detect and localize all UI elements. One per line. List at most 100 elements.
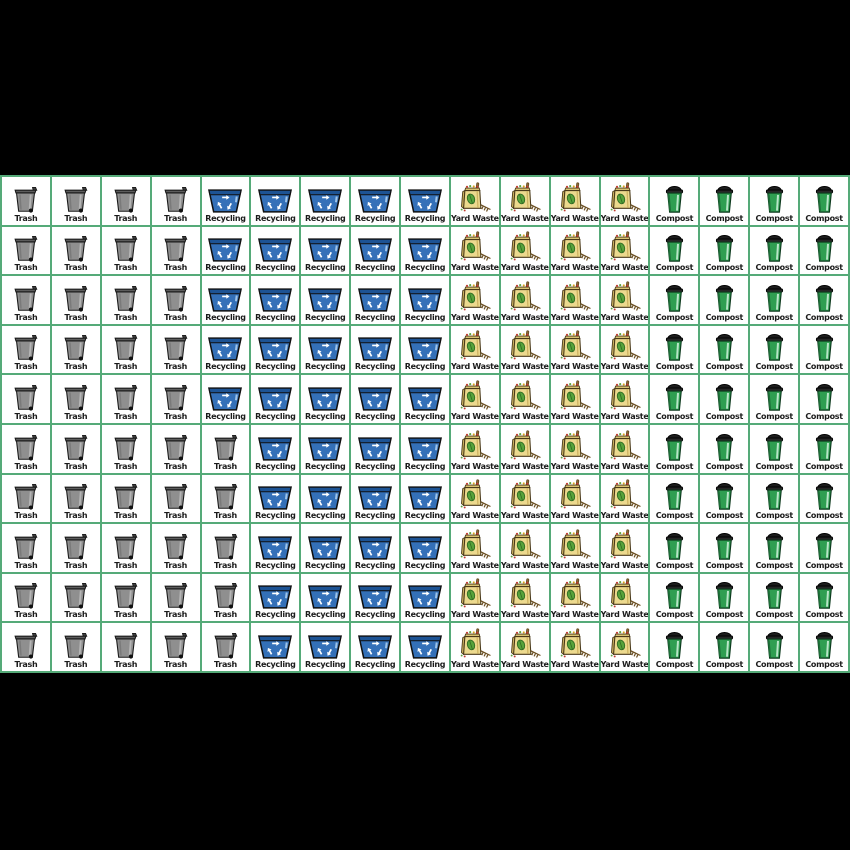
- cell-yard-waste: Yard Waste: [450, 573, 499, 622]
- cell-compost: Compost: [750, 375, 799, 423]
- cell-label: Compost: [755, 610, 793, 620]
- cell-yard-waste: Yard Waste: [450, 424, 499, 473]
- recycling-bin-icon: [205, 335, 245, 362]
- cell-yard-waste: Yard Waste: [500, 177, 549, 225]
- cell-label: Recycling: [205, 312, 246, 322]
- cell-label: Compost: [655, 263, 694, 273]
- yard-waste-bag-icon: [607, 529, 643, 561]
- trash-can-icon: [62, 382, 89, 412]
- trash-can-icon: [112, 432, 139, 462]
- cell-compost: Compost: [750, 524, 799, 572]
- compost-can-icon: [761, 382, 788, 412]
- cell-recycling: Recycling: [401, 226, 449, 275]
- cell-label: Recycling: [404, 213, 446, 223]
- trash-can-icon: [12, 481, 39, 511]
- yard-waste-bag-icon: [607, 430, 643, 462]
- cell-label: Yard Waste: [550, 461, 599, 471]
- cell-trash: Trash: [151, 276, 200, 324]
- cell-compost: Compost: [750, 623, 799, 671]
- cell-label: Trash: [164, 659, 188, 669]
- cell-trash: Trash: [151, 226, 200, 275]
- cell-trash: Trash: [101, 424, 150, 473]
- cell-trash: Trash: [2, 623, 50, 671]
- cell-compost: Compost: [700, 325, 749, 374]
- cell-compost: Compost: [800, 325, 848, 374]
- cell-compost: Compost: [650, 474, 699, 523]
- cell-label: Trash: [64, 511, 88, 521]
- cell-compost: Compost: [650, 177, 699, 225]
- cell-trash: Trash: [2, 573, 50, 622]
- cell-compost: Compost: [750, 573, 799, 622]
- cell-yard-waste: Yard Waste: [450, 623, 499, 671]
- cell-label: Trash: [114, 213, 138, 223]
- recycling-bin-icon: [255, 187, 295, 214]
- trash-can-icon: [212, 531, 239, 561]
- yard-waste-bag-icon: [557, 182, 593, 214]
- trash-can-icon: [162, 432, 189, 462]
- cell-recycling: Recycling: [401, 424, 449, 473]
- cell-label: Recycling: [205, 263, 246, 273]
- cell-label: Yard Waste: [450, 263, 499, 273]
- yard-waste-bag-icon: [607, 628, 643, 660]
- cell-label: Yard Waste: [450, 362, 499, 372]
- cell-label: Trash: [64, 659, 88, 669]
- cell-label: Recycling: [255, 511, 296, 521]
- cell-recycling: Recycling: [351, 524, 400, 572]
- cell-label: Trash: [114, 659, 138, 669]
- trash-can-icon: [162, 630, 189, 660]
- compost-can-icon: [711, 233, 738, 263]
- cell-trash: Trash: [101, 276, 150, 324]
- cell-label: Compost: [705, 263, 744, 273]
- cell-label: Yard Waste: [450, 659, 499, 669]
- recycling-bin-icon: [405, 583, 445, 610]
- cell-yard-waste: Yard Waste: [600, 325, 649, 374]
- trash-can-icon: [112, 184, 139, 214]
- cell-label: Recycling: [255, 213, 296, 223]
- yard-waste-bag-icon: [607, 578, 643, 610]
- cell-recycling: Recycling: [301, 375, 350, 423]
- cell-recycling: Recycling: [351, 474, 400, 523]
- cell-label: Compost: [755, 461, 793, 471]
- yard-waste-bag-icon: [457, 479, 493, 511]
- compost-can-icon: [811, 283, 838, 313]
- cell-recycling: Recycling: [401, 177, 449, 225]
- cell-compost: Compost: [800, 524, 848, 572]
- trash-can-icon: [112, 233, 139, 263]
- cell-label: Compost: [755, 362, 793, 372]
- trash-can-icon: [12, 382, 39, 412]
- cell-label: Yard Waste: [550, 560, 599, 570]
- cell-label: Recycling: [354, 461, 396, 471]
- yard-waste-bag-icon: [607, 479, 643, 511]
- trash-can-icon: [162, 382, 189, 412]
- cell-label: Yard Waste: [550, 411, 599, 421]
- cell-label: Yard Waste: [600, 213, 649, 223]
- compost-can-icon: [661, 233, 688, 263]
- cell-label: Trash: [164, 411, 188, 421]
- cell-label: Compost: [705, 659, 744, 669]
- cell-label: Recycling: [404, 560, 446, 570]
- cell-trash: Trash: [151, 424, 200, 473]
- cell-recycling: Recycling: [351, 226, 400, 275]
- cell-recycling: Recycling: [251, 474, 300, 523]
- cell-yard-waste: Yard Waste: [450, 474, 499, 523]
- cell-yard-waste: Yard Waste: [600, 524, 649, 572]
- cell-compost: Compost: [800, 177, 848, 225]
- cell-yard-waste: Yard Waste: [550, 573, 599, 622]
- cell-yard-waste: Yard Waste: [500, 424, 549, 473]
- trash-can-icon: [162, 531, 189, 561]
- cell-label: Compost: [755, 411, 793, 421]
- cell-compost: Compost: [750, 226, 799, 275]
- cell-label: Compost: [805, 610, 843, 620]
- cell-label: Trash: [114, 461, 138, 471]
- recycling-bin-icon: [255, 385, 295, 412]
- cell-trash: Trash: [101, 226, 150, 275]
- cell-label: Compost: [705, 461, 744, 471]
- compost-can-icon: [661, 630, 688, 660]
- cell-label: Trash: [14, 511, 38, 521]
- cell-recycling: Recycling: [351, 424, 400, 473]
- cell-yard-waste: Yard Waste: [600, 474, 649, 523]
- cell-label: Recycling: [404, 263, 446, 273]
- trash-can-icon: [162, 332, 189, 362]
- compost-can-icon: [811, 630, 838, 660]
